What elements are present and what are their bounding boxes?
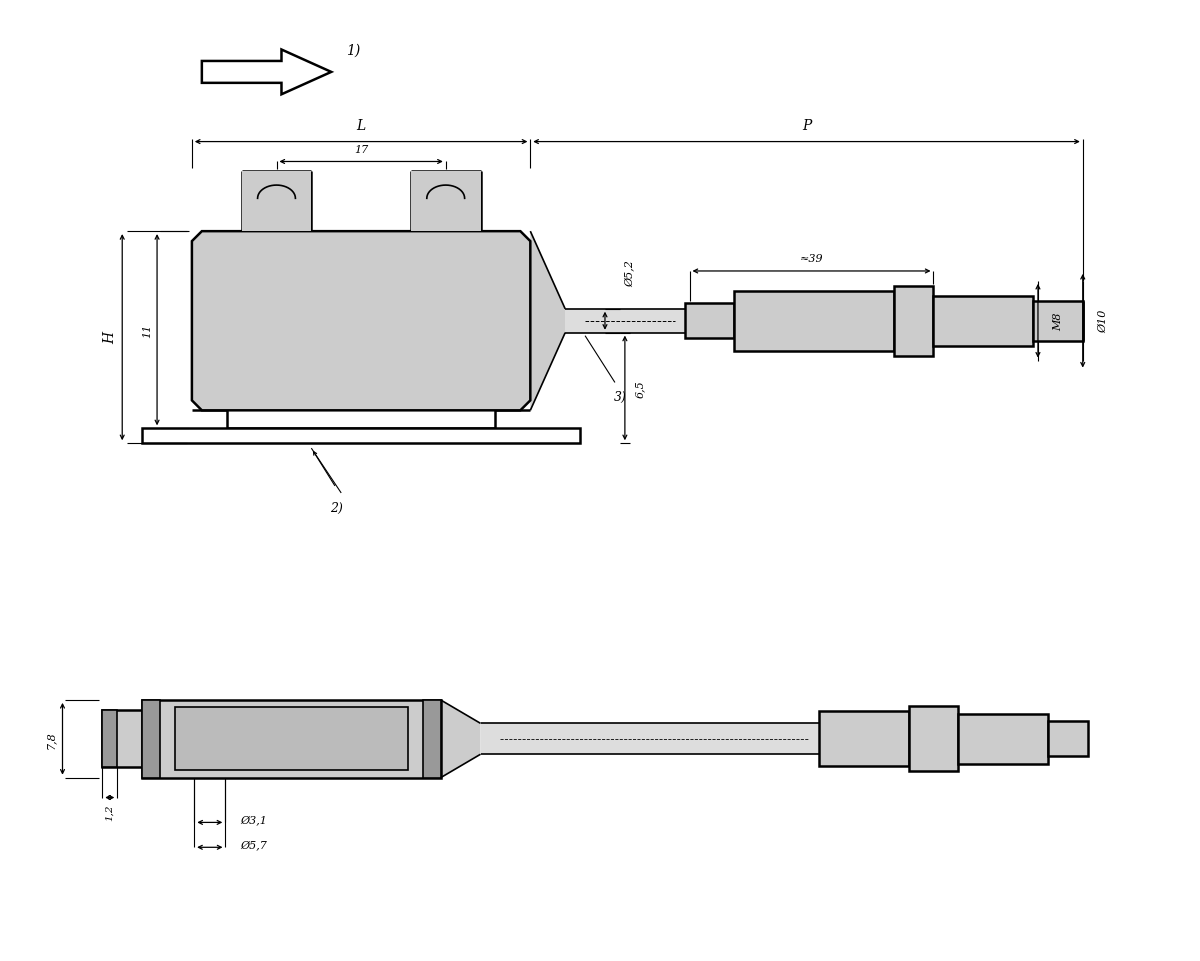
Text: 1): 1) bbox=[346, 43, 360, 58]
Text: Ø3,1: Ø3,1 bbox=[240, 815, 268, 825]
Bar bbox=[241, 172, 311, 232]
Polygon shape bbox=[202, 50, 331, 95]
Text: M8: M8 bbox=[1052, 312, 1063, 331]
Text: ≈39: ≈39 bbox=[799, 254, 823, 263]
Bar bbox=[142, 701, 440, 777]
Text: 11: 11 bbox=[142, 323, 152, 337]
Text: 2): 2) bbox=[330, 502, 343, 514]
Bar bbox=[1048, 722, 1087, 756]
Polygon shape bbox=[192, 232, 530, 411]
Bar bbox=[422, 701, 440, 777]
Bar bbox=[959, 714, 1048, 764]
Bar bbox=[894, 286, 934, 357]
Bar bbox=[102, 711, 142, 768]
Text: H: H bbox=[103, 332, 118, 344]
Bar bbox=[480, 724, 818, 754]
Text: 17: 17 bbox=[354, 144, 368, 155]
Bar bbox=[685, 304, 734, 339]
Bar bbox=[908, 706, 959, 772]
Polygon shape bbox=[530, 232, 565, 411]
Text: 6,5: 6,5 bbox=[635, 380, 644, 398]
Bar bbox=[734, 291, 894, 351]
Bar bbox=[102, 711, 118, 768]
Bar bbox=[142, 701, 160, 777]
Bar bbox=[175, 707, 408, 771]
Text: 1,2: 1,2 bbox=[106, 803, 114, 820]
Text: 7,8: 7,8 bbox=[46, 730, 55, 748]
Text: P: P bbox=[802, 118, 811, 133]
Text: Ø5,2: Ø5,2 bbox=[625, 259, 635, 286]
Text: L: L bbox=[356, 118, 366, 133]
Bar bbox=[1033, 302, 1082, 341]
Bar bbox=[818, 712, 908, 766]
Bar bbox=[565, 309, 685, 333]
Bar bbox=[142, 429, 580, 444]
Text: 3): 3) bbox=[613, 391, 626, 404]
Text: Ø5,7: Ø5,7 bbox=[240, 839, 268, 850]
Bar bbox=[410, 172, 480, 232]
Polygon shape bbox=[440, 701, 480, 777]
Bar bbox=[934, 297, 1033, 346]
Text: Ø10: Ø10 bbox=[1098, 309, 1108, 333]
